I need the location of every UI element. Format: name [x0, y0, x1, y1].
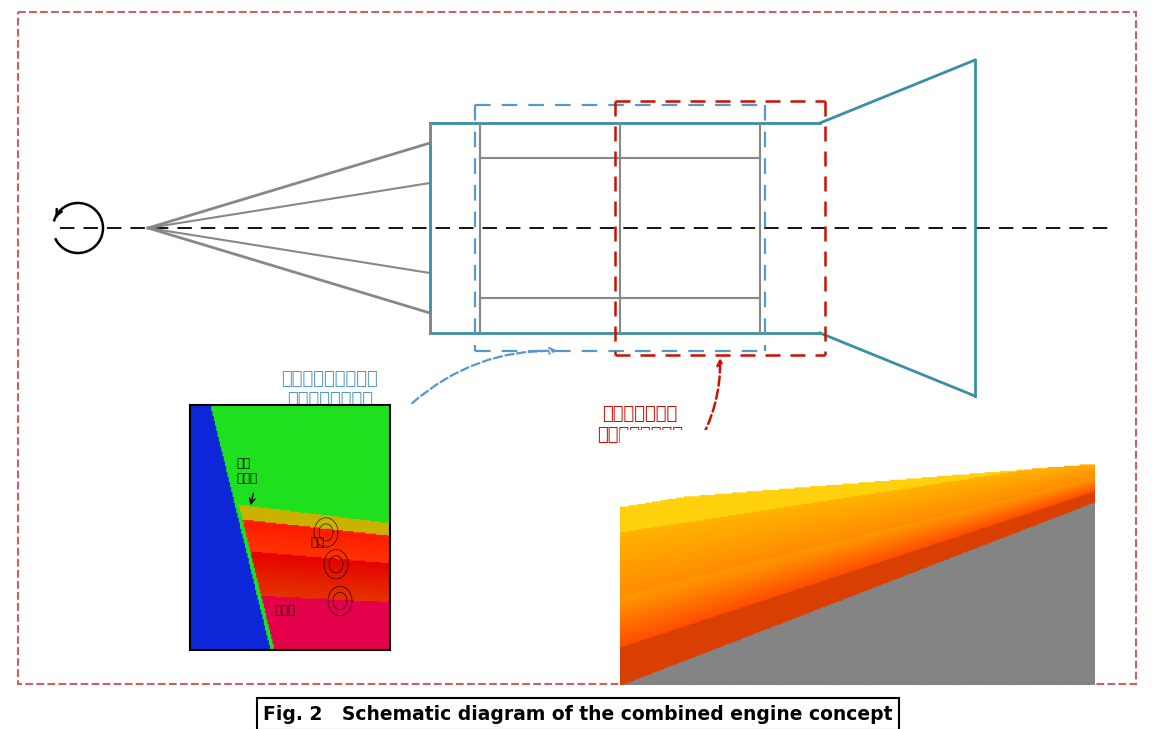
Text: 滑移线: 滑移线	[274, 604, 295, 617]
Text: 斡爆震燃烧模态
（高马赫数工况）: 斡爆震燃烧模态 （高马赫数工况）	[596, 405, 683, 444]
Text: 斜嫿: 斜嫿	[879, 628, 902, 647]
Text: 旋转斡爆震燃烧模态
（低马赫数工况）: 旋转斡爆震燃烧模态 （低马赫数工况）	[282, 370, 378, 409]
Text: 激波: 激波	[310, 536, 324, 549]
Text: 斡爆震波: 斡爆震波	[722, 447, 765, 465]
Text: 旋转
爆震波: 旋转 爆震波	[236, 457, 257, 486]
Text: Fig. 2   Schematic diagram of the combined engine concept: Fig. 2 Schematic diagram of the combined…	[264, 704, 892, 723]
